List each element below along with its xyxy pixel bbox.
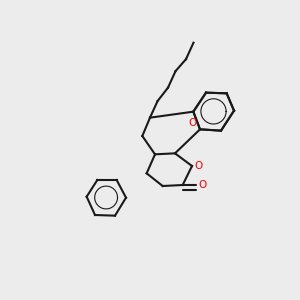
Text: O: O [199,180,207,190]
Text: O: O [194,161,203,171]
Text: O: O [188,118,196,128]
